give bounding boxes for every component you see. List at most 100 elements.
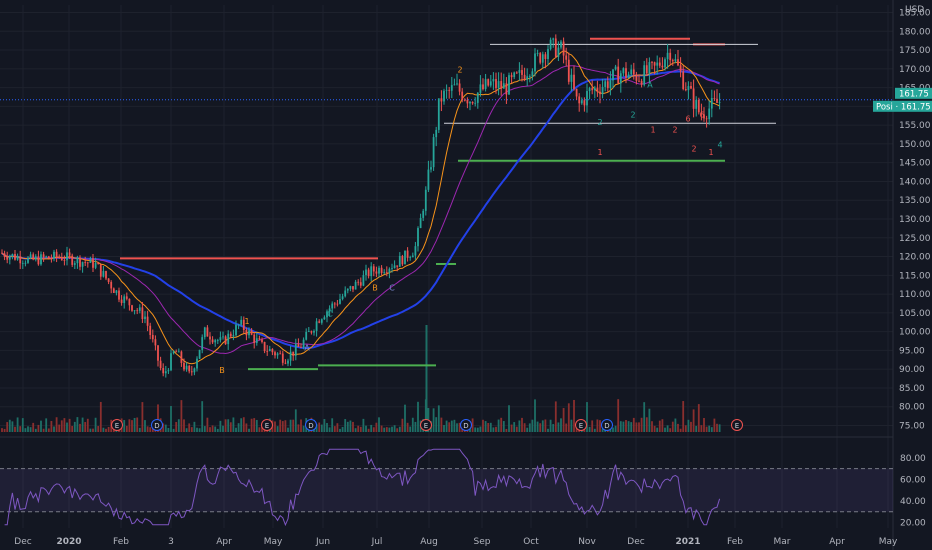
- candle-body: [123, 296, 126, 303]
- candle-body: [430, 167, 432, 170]
- candle-body: [29, 254, 32, 258]
- candle-body: [565, 55, 568, 60]
- candle-body: [518, 70, 521, 73]
- candle-body: [346, 288, 349, 291]
- volume-bar: [92, 428, 94, 432]
- candle-body: [630, 69, 633, 75]
- candle-body: [622, 68, 625, 74]
- candle-body: [612, 69, 614, 81]
- candle-body: [544, 54, 547, 59]
- candle-body: [86, 262, 89, 264]
- candle-body: [489, 81, 492, 86]
- volume-bar: [359, 426, 362, 432]
- event-letter: D: [604, 422, 609, 430]
- price-axis: USD 75.00 80.00 85.00 90.00 95.00 100.00 105.00…: [873, 5, 932, 431]
- pattern-label: 2: [597, 118, 602, 127]
- event-circle: [731, 419, 743, 431]
- candle-body: [118, 290, 120, 300]
- candle-body: [102, 271, 105, 277]
- volume-bar: [102, 427, 105, 432]
- candle-body: [367, 269, 370, 277]
- candle-body: [339, 299, 341, 304]
- candle-body: [422, 210, 425, 218]
- candle-body: [190, 371, 193, 373]
- event-circle: [305, 419, 317, 431]
- grid: [0, 0, 894, 550]
- pattern-label: 1: [244, 317, 249, 326]
- candle-body: [697, 99, 700, 113]
- volume-bar: [682, 401, 685, 432]
- volume-bar: [414, 421, 417, 432]
- volume-bar: [258, 427, 261, 432]
- event-circle: [460, 419, 472, 431]
- candle-body: [575, 88, 578, 97]
- volume-bar: [248, 428, 250, 432]
- earnings-marker: E: [111, 419, 123, 431]
- candle-body: [94, 262, 97, 268]
- candle-body: [383, 272, 386, 274]
- volume-bar: [677, 423, 679, 432]
- volume-bar: [71, 425, 74, 432]
- candle-body: [24, 262, 27, 264]
- time-tick-label: Feb: [727, 537, 743, 547]
- candle-body: [463, 99, 466, 101]
- volume-bar: [653, 425, 656, 432]
- time-tick-label: May: [264, 537, 283, 547]
- candle-body: [586, 91, 588, 106]
- candle-body: [320, 319, 323, 323]
- volume-bar: [560, 418, 562, 432]
- candle-body: [307, 331, 310, 333]
- candle-body: [313, 330, 315, 333]
- volume-bar: [547, 428, 549, 432]
- volume-bar: [482, 419, 484, 432]
- volume-bar: [19, 426, 22, 432]
- candle-body: [224, 336, 227, 345]
- candle-body: [315, 321, 318, 331]
- volume-bar: [149, 427, 152, 432]
- candle-body: [414, 246, 417, 256]
- volume-bar: [666, 425, 669, 432]
- candle-body: [619, 73, 622, 84]
- volume-bar: [47, 428, 50, 432]
- candle-body: [131, 305, 133, 311]
- candle-body: [453, 84, 456, 86]
- price-tick-label: 130.00: [899, 215, 931, 225]
- volume-bar: [185, 428, 188, 432]
- candle-body: [125, 296, 128, 299]
- candle-body: [692, 88, 695, 109]
- pattern-label: B: [219, 366, 225, 375]
- candle-body: [492, 79, 495, 82]
- time-tick-label: Oct: [523, 537, 539, 547]
- candle-body: [435, 129, 438, 138]
- time-tick-label: Apr: [829, 537, 845, 547]
- volume-bar: [302, 425, 305, 432]
- volume-bar: [60, 420, 63, 432]
- volume-bar: [232, 417, 235, 432]
- time-tick-label: 2020: [56, 537, 81, 547]
- candle-body: [110, 281, 113, 289]
- volume-bar: [136, 417, 139, 432]
- volume-bar: [510, 424, 513, 432]
- volume-bar: [601, 428, 604, 432]
- candle-body: [651, 62, 653, 63]
- volume-bar: [81, 417, 84, 432]
- candle-body: [227, 333, 230, 345]
- volume-bar: [614, 425, 617, 432]
- volume-bar: [365, 425, 367, 432]
- volume-bar: [123, 420, 126, 432]
- volume-bar: [541, 420, 544, 432]
- volume-bar: [388, 427, 391, 432]
- time-tick-label: Dec: [14, 537, 31, 547]
- candle-body: [42, 254, 45, 258]
- candle-body: [287, 360, 289, 364]
- pattern-label: 2: [691, 144, 696, 153]
- volume-bar: [565, 423, 568, 432]
- candle-body: [146, 316, 149, 326]
- candle-body: [437, 98, 440, 130]
- volume-bar: [201, 401, 204, 432]
- volume-bar: [1, 428, 3, 432]
- price-tick-label: 185.00: [899, 9, 931, 19]
- candle-body: [276, 353, 279, 356]
- candle-body: [248, 330, 250, 336]
